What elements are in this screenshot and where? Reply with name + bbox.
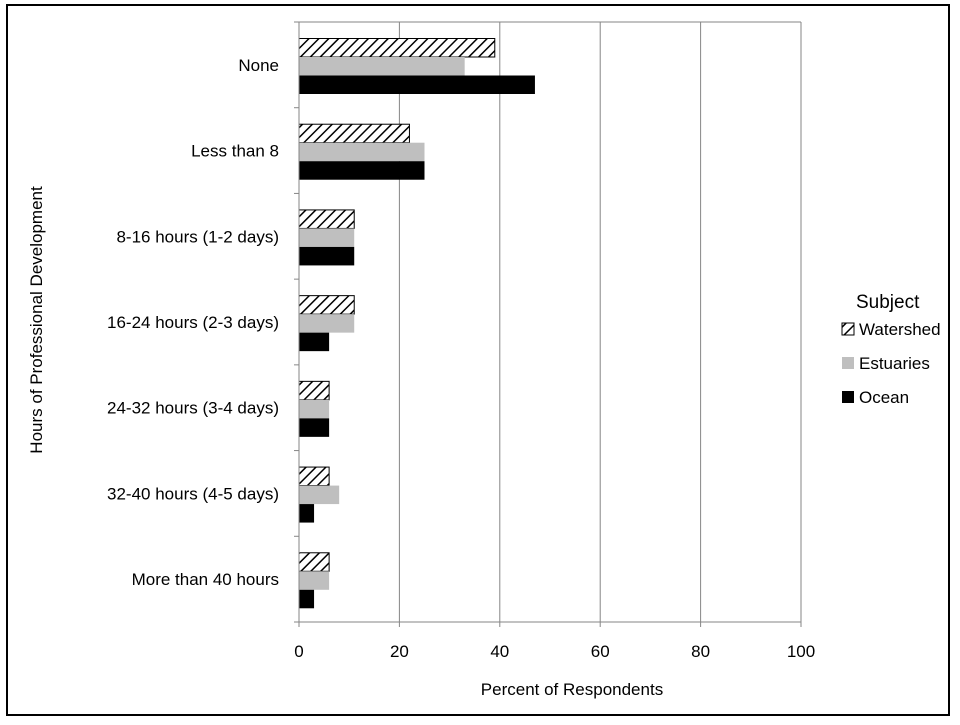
bar-ocean-6 [299,589,315,609]
bar-estuaries-2 [299,228,355,247]
bar-estuaries-1 [299,142,425,162]
chart-frame [6,4,950,716]
bar-estuaries-4 [299,399,330,419]
y-tick-label: More than 40 hours [132,570,279,589]
bar-ocean-3 [299,332,330,352]
y-tick-label: 32-40 hours (4-5 days) [107,484,279,503]
y-tick-label: Less than 8 [191,142,279,161]
legend-label-estuaries: Estuaries [859,354,930,373]
y-tick-label: 16-24 hours (2-3 days) [107,313,279,332]
legend-title: Subject [856,292,920,313]
x-tick-label: 0 [294,642,303,661]
bar-estuaries-3 [299,314,355,333]
bar-estuaries-0 [299,57,465,76]
bar-watershed-2 [298,209,355,229]
bar-watershed-3 [298,295,355,315]
bar-ocean-1 [299,161,425,180]
legend-swatch-ocean [842,391,854,403]
bar-ocean-4 [299,418,330,437]
bar-watershed-4 [298,380,330,401]
y-axis-label: Hours of Professional Development [27,186,46,454]
x-tick-label: 20 [390,642,409,661]
gridlines [299,21,802,622]
bar-ocean-5 [299,504,315,523]
legend-label-watershed: Watershed [859,320,941,339]
tick-labels: None Less than 8 8-16 hours (1-2 days) 16-2… [107,56,815,661]
bar-ocean-2 [299,246,355,266]
legend-label-ocean: Ocean [859,388,909,407]
bar-ocean-0 [299,75,535,94]
x-tick-label: 40 [490,642,509,661]
y-tick-label: 24-32 hours (3-4 days) [107,399,279,418]
bar-watershed-5 [298,466,330,487]
legend: Subject Watershed Estuaries Ocean [841,292,941,407]
x-axis-label: Percent of Respondents [481,680,663,699]
legend-swatch-watershed [841,322,855,336]
bar-watershed-6 [298,552,330,572]
bar-estuaries-6 [299,571,330,590]
y-tick-label: None [238,56,279,75]
bar-watershed-1 [298,123,410,144]
axes [294,21,802,627]
x-tick-label: 80 [691,642,710,661]
y-tick-label: 8-16 hours (1-2 days) [116,227,279,246]
bar-watershed-0 [298,38,496,58]
bars [298,38,535,609]
x-tick-label: 100 [787,642,815,661]
legend-swatch-estuaries [842,357,854,369]
bar-estuaries-5 [299,485,340,505]
x-tick-label: 60 [591,642,610,661]
